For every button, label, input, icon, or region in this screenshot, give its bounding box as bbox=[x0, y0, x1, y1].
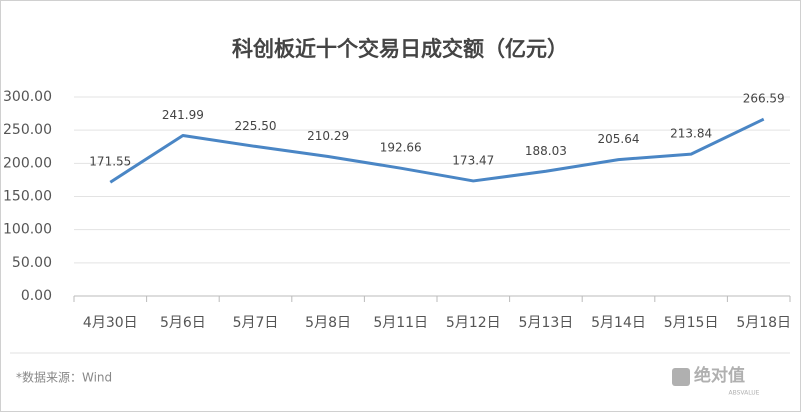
data-label: 205.64 bbox=[598, 132, 640, 146]
x-tick-label: 5月8日 bbox=[305, 315, 351, 331]
x-tick-label: 5月6日 bbox=[160, 315, 206, 331]
x-tick-label: 4月30日 bbox=[83, 315, 138, 331]
data-label: 241.99 bbox=[162, 108, 204, 122]
y-tick-label: 50.00 bbox=[12, 255, 52, 271]
y-tick-label: 0.00 bbox=[21, 288, 52, 304]
data-label: 173.47 bbox=[452, 153, 494, 167]
y-tick-label: 100.00 bbox=[3, 222, 52, 238]
x-tick-label: 5月14日 bbox=[591, 315, 646, 331]
data-label: 192.66 bbox=[380, 141, 422, 155]
data-label: 188.03 bbox=[525, 144, 567, 158]
x-tick-label: 5月7日 bbox=[233, 315, 279, 331]
data-label: 266.59 bbox=[743, 92, 785, 106]
data-label: 210.29 bbox=[307, 129, 349, 143]
x-tick-label: 5月13日 bbox=[519, 315, 574, 331]
logo-text: 绝对值 bbox=[694, 365, 745, 386]
x-tick-label: 5月15日 bbox=[664, 315, 719, 331]
y-tick-label: 150.00 bbox=[3, 189, 52, 205]
x-tick-label: 5月11日 bbox=[373, 315, 428, 331]
logo-subtext: ABSVALUE bbox=[729, 390, 760, 397]
y-tick-label: 250.00 bbox=[3, 122, 52, 138]
data-label: 171.55 bbox=[89, 155, 131, 169]
data-label: 213.84 bbox=[670, 127, 712, 141]
x-tick-label: 5月18日 bbox=[736, 315, 791, 331]
data-line bbox=[109, 117, 765, 184]
data-label: 225.50 bbox=[235, 119, 277, 133]
chart-title: 科创板近十个交易日成交额（亿元） bbox=[232, 37, 568, 61]
source-note: *数据来源：Wind bbox=[16, 370, 112, 385]
x-tick-label: 5月12日 bbox=[446, 315, 501, 331]
y-tick-label: 200.00 bbox=[3, 155, 52, 171]
logo-icon bbox=[672, 368, 690, 386]
y-tick-label: 300.00 bbox=[3, 89, 52, 105]
